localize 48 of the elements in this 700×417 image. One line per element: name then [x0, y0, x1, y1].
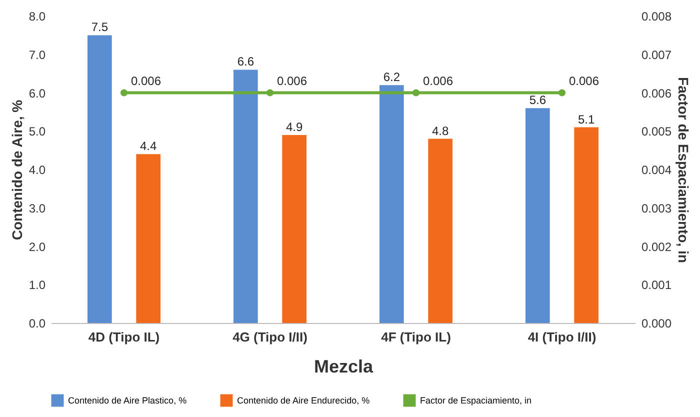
x-axis-title: Mezcla — [314, 356, 374, 376]
y-tick-label: 6.0 — [28, 86, 46, 100]
data-label: 4.4 — [140, 139, 157, 154]
y-tick-label: 2.0 — [28, 240, 46, 254]
data-label: 4.9 — [286, 120, 303, 134]
data-label: 4.8 — [432, 124, 449, 138]
y2-tick-label: 0.000 — [642, 316, 672, 330]
x-tick-label: 4G (Tipo I/II) — [232, 330, 308, 344]
data-label: 7.5 — [91, 20, 108, 34]
legend-label: Contenido de Aire Plastico, % — [68, 396, 187, 406]
bar — [282, 134, 306, 323]
y-tick-label: 4.0 — [28, 163, 46, 177]
data-label: 0.006 — [276, 74, 308, 88]
y-tick-label: 0.0 — [28, 316, 46, 330]
y-tick-label: 5.0 — [28, 124, 46, 139]
data-label: 0.006 — [422, 74, 454, 88]
x-tick-label: 4I (Tipo I/II) — [528, 330, 596, 344]
x-tick-label: 4D (Tipo IL) — [88, 330, 160, 344]
y2-tick-label: 0.006 — [642, 86, 672, 100]
y2-tick-label: 0.008 — [642, 10, 672, 24]
data-label: 5.6 — [529, 93, 546, 108]
bar — [574, 127, 598, 323]
data-label: 6.6 — [237, 54, 254, 69]
y-tick-label: 8.0 — [28, 10, 46, 24]
data-label: 6.2 — [383, 70, 400, 84]
y-tick-label: 3.0 — [28, 201, 46, 216]
y-tick-label: 1.0 — [28, 278, 46, 292]
bar — [380, 85, 404, 323]
data-label: 0.006 — [568, 74, 600, 88]
y2-axis-title: Factor de Espaciamiento, in — [676, 77, 692, 263]
bar — [136, 154, 160, 323]
data-label: 5.1 — [578, 112, 595, 126]
data-label: 0.006 — [130, 74, 162, 88]
y2-tick-label: 0.004 — [642, 163, 672, 177]
bar — [428, 138, 452, 323]
bar — [526, 108, 550, 323]
legend-label: Factor de Espaciamiento, in — [420, 396, 532, 406]
y-tick-label: 7.0 — [28, 48, 46, 62]
y-axis-title: Contenido de Aire, % — [8, 99, 25, 240]
y2-tick-label: 0.007 — [642, 48, 672, 62]
y2-tick-label: 0.001 — [642, 278, 672, 292]
y2-tick-label: 0.003 — [642, 201, 672, 216]
x-tick-label: 4F (Tipo IL) — [381, 330, 451, 344]
y2-tick-label: 0.005 — [642, 124, 672, 139]
bar — [234, 70, 258, 323]
bar — [88, 35, 112, 323]
y2-tick-label: 0.002 — [642, 240, 672, 254]
legend-label: Contenido de Aire Endurecido, % — [237, 396, 370, 406]
